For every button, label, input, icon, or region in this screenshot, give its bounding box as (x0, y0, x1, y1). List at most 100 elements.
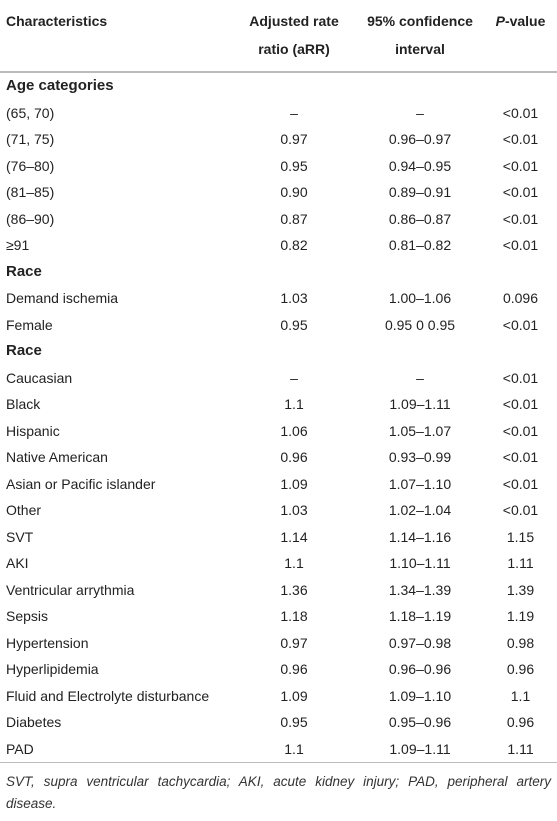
table-row: Diabetes 0.95 0.95–0.96 0.96 (0, 709, 557, 736)
cell: 0.95 0 0.95 (384, 316, 456, 333)
table-row: SVT 1.14 1.14–1.16 1.15 (0, 524, 557, 551)
row-label: Hispanic (6, 422, 60, 439)
cell: <0.01 (502, 316, 539, 333)
footnote: SVT, supra ventricular tachycardia; AKI,… (6, 774, 551, 811)
cell: 1.1 (510, 687, 531, 704)
table-row: Fluid and Electrolyte disturbance 1.09 1.0… (0, 683, 557, 710)
row-label: Asian or Pacific islander (6, 475, 156, 492)
row-label: Native American (6, 449, 108, 465)
cell: 1.09–1.11 (356, 735, 484, 763)
table-row: AKI 1.1 1.10–1.11 1.11 (0, 550, 557, 577)
cell: 1.10–1.11 (389, 555, 451, 571)
cell: 1.03 (280, 502, 308, 518)
cell: 0.96–0.96 (388, 661, 452, 677)
row-label: ≥91 (6, 237, 30, 253)
cell: <0.01 (502, 396, 539, 412)
cell: 1.39 (506, 581, 535, 598)
table-row: (86–90) 0.87 0.86–0.87 <0.01 (0, 206, 557, 233)
cell: 0.96 (506, 661, 535, 677)
row-label: AKI (6, 555, 29, 571)
cell: – (290, 369, 298, 386)
header-cell: P-value (484, 0, 557, 73)
row-label: Caucasian (6, 369, 73, 386)
row-label: Diabetes (6, 714, 62, 730)
cell: <0.01 (502, 210, 539, 227)
data-table: Characteristics Adjusted rate ratio (aRR)… (0, 0, 557, 763)
cell: – (290, 104, 298, 121)
cell: – (416, 369, 424, 386)
cell: 1.1 (232, 735, 356, 763)
cell: 1.02–1.04 (388, 502, 452, 518)
table-row: Race (0, 338, 557, 365)
row-label: (86–90) (6, 210, 55, 227)
cell: <0.01 (502, 475, 539, 492)
table-row: Race (0, 259, 557, 286)
cell: 0.93–0.99 (388, 449, 452, 465)
cell: 1.18 (280, 608, 308, 624)
table-row: (71, 75) 0.97 0.96–0.97 <0.01 (0, 126, 557, 153)
table-body: Age categories (65, 70) – – <0.01 (71, 75) 0.9… (0, 72, 557, 763)
cell: 1.00–1.06 (388, 290, 452, 306)
cell: 0.98 (506, 634, 535, 651)
header-text: P (495, 13, 505, 29)
table-row: Asian or Pacific islander 1.09 1.07–1.10 <0… (0, 471, 557, 498)
table-row: ≥91 0.82 0.81–0.82 <0.01 (0, 232, 557, 259)
cell: 1.07–1.10 (388, 475, 452, 492)
row-label: Fluid and Electrolyte disturbance (6, 687, 210, 704)
row-label: (81–85) (6, 184, 55, 200)
cell: 0.96 (280, 449, 308, 465)
cell: 0.97 (280, 131, 308, 147)
row-label: Sepsis (6, 608, 49, 624)
cell: 0.95 (280, 714, 308, 730)
row-label: Other (6, 502, 42, 518)
section-label: Race (6, 342, 42, 359)
cell: 1.14–1.16 (388, 528, 452, 545)
header-text: -value (504, 13, 546, 29)
cell: 0.95–0.96 (388, 714, 452, 730)
cell: 1.11 (507, 555, 534, 571)
cell: <0.01 (502, 131, 539, 147)
section-label: Race (6, 262, 42, 280)
table-row: Other 1.03 1.02–1.04 <0.01 (0, 497, 557, 524)
cell: 0.95 (280, 316, 308, 333)
row-label: Ventricular arrythmia (6, 581, 135, 598)
table-row: Black 1.1 1.09–1.11 <0.01 (0, 391, 557, 418)
cell: <0.01 (502, 502, 539, 518)
cell: 0.97 (280, 634, 308, 651)
table-row: (81–85) 0.90 0.89–0.91 <0.01 (0, 179, 557, 206)
cell: 1.1 (284, 555, 304, 571)
cell: 0.096 (502, 290, 539, 306)
cell: 0.81–0.82 (388, 237, 452, 253)
table-row: PAD 1.1 1.09–1.11 1.11 (0, 735, 557, 763)
header-row: Characteristics Adjusted rate ratio (aRR)… (0, 0, 557, 73)
cell: 1.1 (284, 396, 304, 412)
cell: 1.36 (280, 581, 308, 598)
cell: 1.11 (484, 735, 557, 763)
cell: <0.01 (502, 237, 539, 253)
cell: <0.01 (502, 184, 539, 200)
row-label: SVT (6, 528, 34, 545)
cell: 0.96 (506, 714, 535, 730)
cell: 0.89–0.91 (388, 184, 452, 200)
cell: 0.87 (280, 210, 308, 227)
cell: <0.01 (502, 157, 539, 174)
header-cell: Characteristics (0, 0, 232, 73)
table-row: Demand ischemia 1.03 1.00–1.06 0.096 (0, 285, 557, 312)
row-label: Hyperlipidemia (6, 661, 99, 677)
row-label: (76–80) (6, 157, 55, 174)
cell: 0.95 (280, 157, 308, 174)
row-label: Black (6, 396, 41, 412)
cell: 1.34–1.39 (388, 581, 452, 598)
row-label: Hypertension (6, 634, 89, 651)
cell: 0.86–0.87 (388, 210, 452, 227)
cell: 0.94–0.95 (388, 157, 452, 174)
cell: 1.06 (280, 422, 308, 439)
cell: <0.01 (502, 104, 539, 121)
header-cell: 95% confidence interval (356, 0, 484, 73)
row-label: Demand ischemia (6, 290, 119, 306)
section-label: Age categories (6, 77, 114, 94)
table-row: (76–80) 0.95 0.94–0.95 <0.01 (0, 153, 557, 180)
cell: 1.03 (280, 290, 308, 306)
cell: 0.82 (280, 237, 308, 253)
